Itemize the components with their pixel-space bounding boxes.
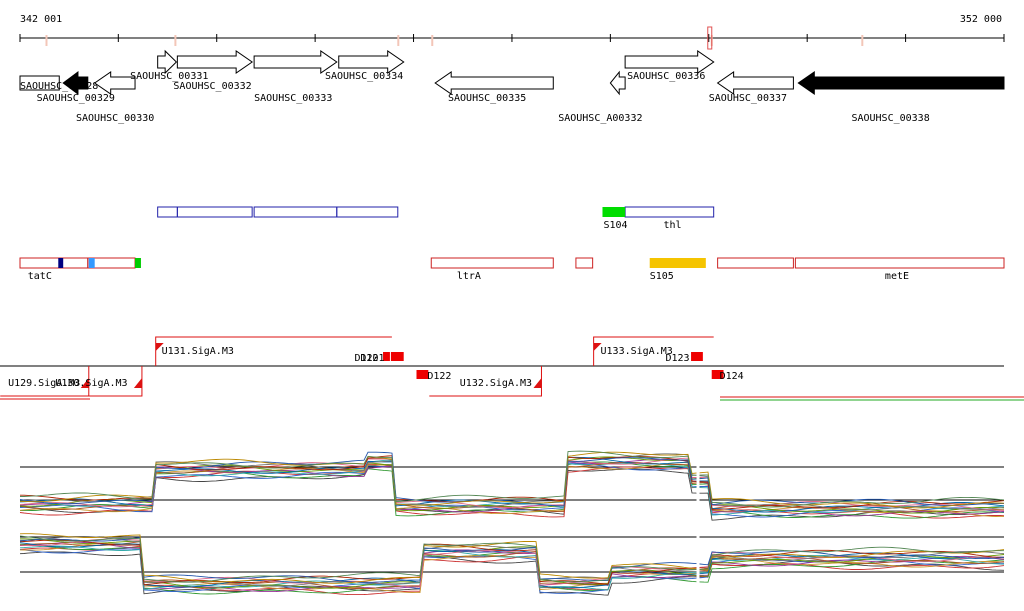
blue-feature <box>176 206 253 218</box>
unit-label: U129.SigA.M3 <box>8 378 80 389</box>
gene-label: SAOUHSC_00336 <box>627 71 705 82</box>
down-box <box>390 352 404 361</box>
green-feature <box>602 207 626 217</box>
down-box <box>383 352 390 361</box>
down-box-label: D123 <box>665 353 689 364</box>
gene-arrow <box>19 75 60 91</box>
gene-label: SAOUHSC_00338 <box>851 113 929 124</box>
unit-start-flag <box>80 378 89 388</box>
ruler-start-label: 342 001 <box>20 14 62 25</box>
gene-arrow <box>176 50 254 74</box>
gene-label: SAOUHSC_00328 <box>20 81 98 92</box>
blue-feature-track: S104 thl <box>157 206 715 231</box>
gene-label: SAOUHSC_A00332 <box>558 113 642 124</box>
down-box <box>711 370 724 379</box>
unit-start-flag <box>533 378 542 388</box>
expression-line <box>19 464 1005 521</box>
expression-track <box>19 450 1005 596</box>
unit-outline <box>88 366 143 397</box>
gene-arrow <box>253 50 338 74</box>
unit-outline <box>155 336 392 366</box>
blue-feature <box>336 206 399 218</box>
red-feature-label: tatC <box>28 271 52 282</box>
gene-arrow <box>609 70 626 96</box>
gene-arrow <box>797 71 1005 95</box>
down-box <box>691 352 703 361</box>
gene-label: SAOUHSC_00333 <box>254 93 332 104</box>
unit-label: U130.SigA.M3 <box>55 378 127 389</box>
gene-label: SAOUHSC_00332 <box>173 81 251 92</box>
ruler-end-label: 352 000 <box>960 14 1002 25</box>
down-box-label: D122 <box>427 371 451 382</box>
red-feature-track: tatC ltrA S105 metE <box>19 257 1005 282</box>
expression-line <box>19 459 1005 516</box>
gene-arrow <box>157 49 178 75</box>
gene-arrow <box>62 71 89 95</box>
blue-feature-label: S104 <box>603 220 627 231</box>
gene-arrow <box>624 50 715 74</box>
expression-line <box>19 533 1005 584</box>
gene-label: SAOUHSC_00330 <box>76 113 154 124</box>
unit-label: U132.SigA.M3 <box>460 378 532 389</box>
gene-label: SAOUHSC_00331 <box>130 71 208 82</box>
ruler-mark <box>174 35 177 46</box>
expression-line <box>19 451 1005 509</box>
red-feature <box>87 257 136 269</box>
unit-start-flag <box>593 343 602 351</box>
unit-label: U131.SigA.M3 <box>162 346 234 357</box>
blue-feature <box>253 206 338 218</box>
red-feature-fill <box>88 258 95 268</box>
unit-start-flag <box>155 343 164 351</box>
red-feature-label: metE <box>885 271 909 282</box>
ruler-mark <box>45 35 48 46</box>
unit-start-flag <box>133 378 142 388</box>
red-feature-label: ltrA <box>457 271 481 282</box>
gene-label: SAOUHSC_00329 <box>37 93 115 104</box>
expression-line <box>19 543 1005 595</box>
red-feature-fill <box>649 258 706 268</box>
down-box <box>416 370 429 379</box>
red-feature-label: S105 <box>650 271 674 282</box>
ruler-mark <box>431 35 434 46</box>
gene-arrow <box>716 71 794 95</box>
red-feature <box>19 257 60 269</box>
ruler-track: 342 001 352 000 <box>19 14 1005 50</box>
expression-line <box>19 536 1005 583</box>
expression-line <box>19 535 1004 583</box>
blue-feature <box>157 206 178 218</box>
ruler-mark <box>861 35 864 46</box>
gene-arrow <box>434 71 554 95</box>
expression-line <box>19 545 1005 596</box>
down-box-label: D120 <box>354 353 378 364</box>
gene-arrow <box>93 71 136 95</box>
down-box-label: D121 <box>360 353 384 364</box>
unit-label: U133.SigA.M3 <box>601 346 673 357</box>
unit-outline <box>429 366 542 397</box>
blue-feature-label: thl <box>664 220 682 231</box>
gene-label: SAOUHSC_00337 <box>709 93 787 104</box>
expression-line <box>19 539 1005 586</box>
gene-label: SAOUHSC_00335 <box>448 93 526 104</box>
ruler-highlight-box <box>707 26 713 50</box>
down-box-label: D124 <box>720 371 744 382</box>
expression-line <box>19 463 1005 518</box>
unit-outline <box>593 336 714 366</box>
red-feature <box>58 257 89 269</box>
red-feature <box>575 257 594 269</box>
ruler-ticks <box>19 26 1005 50</box>
blue-feature <box>624 206 715 218</box>
gene-arrow <box>338 50 405 74</box>
red-feature <box>717 257 794 269</box>
red-feature <box>430 257 554 269</box>
gene-label: SAOUHSC_00334 <box>325 71 403 82</box>
red-feature-fill <box>135 258 141 268</box>
ruler-mark <box>397 35 400 46</box>
red-feature <box>794 257 1005 269</box>
expression-line <box>20 450 1005 508</box>
red-feature-fill <box>58 258 64 268</box>
expression-line <box>20 538 1005 589</box>
